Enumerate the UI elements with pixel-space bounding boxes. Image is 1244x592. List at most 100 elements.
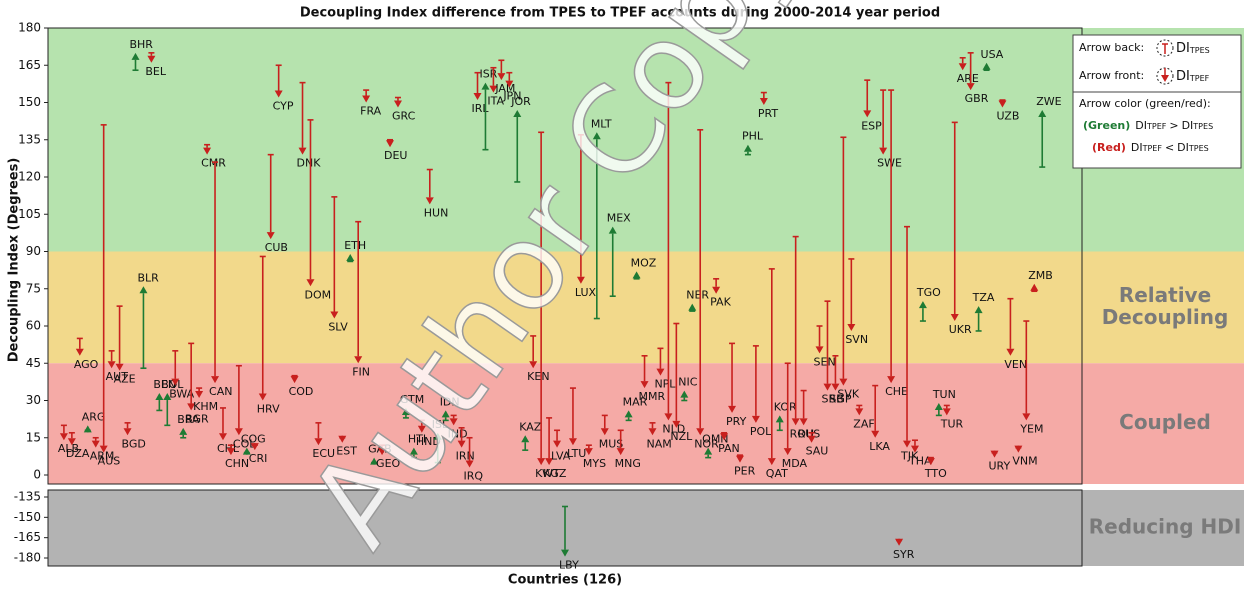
legend-text: DITPES <box>1176 41 1210 56</box>
country-label: MLT <box>591 117 612 130</box>
arrow-head <box>290 376 299 384</box>
country-label: IDN <box>440 395 460 408</box>
arrow-head <box>473 93 482 101</box>
arrow-head <box>918 301 927 309</box>
y-tick-label: 180 <box>18 21 41 35</box>
country-label: MOZ <box>631 256 657 269</box>
country-label: JOR <box>510 95 531 108</box>
arrow-head <box>378 448 387 456</box>
country-label: LVA <box>551 450 571 463</box>
arrow-head <box>346 253 355 261</box>
arrow-head <box>457 440 466 448</box>
arrow-head <box>553 440 562 448</box>
arrow-head <box>123 428 132 436</box>
country-label: KAZ <box>519 420 542 433</box>
country-label: SYR <box>893 548 915 561</box>
country-label: PAK <box>710 296 731 309</box>
arrow-head <box>91 440 100 448</box>
arrow-head <box>195 391 204 399</box>
arrow-head <box>187 403 196 411</box>
y-tick-label: 135 <box>18 132 41 146</box>
country-label: CUB <box>265 241 288 254</box>
country-label: ARG <box>82 410 106 423</box>
country-label: ARE <box>957 72 979 85</box>
arrow-head <box>823 383 832 391</box>
arrow-head <box>1030 283 1039 291</box>
arrow-head <box>147 55 156 63</box>
arrow-head <box>139 286 148 294</box>
country-label: SRB <box>821 393 843 406</box>
country-label: NPL <box>654 378 676 391</box>
legend-text: DITPEF <box>1176 69 1210 84</box>
arrow-head <box>537 458 546 466</box>
y-tick-label: 165 <box>18 58 41 72</box>
arrow-head <box>982 62 991 70</box>
arrow-head <box>942 408 951 416</box>
country-label: KEN <box>527 370 549 383</box>
country-label: BOL <box>161 378 184 391</box>
arrow-head <box>465 460 474 468</box>
arrow-head <box>887 376 896 384</box>
country-label: PRT <box>758 107 778 120</box>
band-label: Decoupling <box>1102 305 1229 329</box>
country-label: AUT <box>106 370 129 383</box>
arrow-head <box>1006 348 1015 356</box>
arrow-head <box>171 378 180 386</box>
country-label: ETH <box>344 239 366 252</box>
country-label: UKR <box>949 323 972 336</box>
country-label: VNM <box>1012 455 1037 468</box>
country-label: AUS <box>98 455 121 468</box>
arrow-head <box>759 97 768 105</box>
arrow-head <box>266 232 275 240</box>
country-label: TUR <box>940 417 964 430</box>
country-label: LBY <box>559 559 579 572</box>
country-label: KGZ <box>543 467 567 480</box>
country-label: MDA <box>782 457 808 470</box>
arrow-head <box>720 433 729 441</box>
arrow-head <box>584 448 593 456</box>
arrow-head <box>1014 445 1023 453</box>
y-axis-label: Decoupling Index (Degrees) <box>7 158 22 363</box>
y-tick-label: 60 <box>26 319 41 333</box>
country-label: LKA <box>869 440 890 453</box>
country-label: JPN <box>502 90 521 103</box>
country-label: CHE <box>885 385 908 398</box>
band-label: Relative <box>1119 283 1211 307</box>
arrow-head <box>656 368 665 376</box>
x-axis-label: Countries (126) <box>508 573 622 588</box>
legend-icon <box>1156 39 1174 57</box>
country-label: MMR <box>639 390 666 403</box>
arrow-head <box>704 447 713 455</box>
country-label: BEL <box>145 65 166 78</box>
arrow-head <box>362 95 371 103</box>
country-label: HND <box>416 435 441 448</box>
arrow-head <box>863 110 872 118</box>
arrow-head <box>179 427 188 435</box>
country-label: MYS <box>583 457 606 470</box>
arrow-head <box>735 455 744 463</box>
arrow-head <box>576 276 585 284</box>
country-label: GBR <box>965 92 989 105</box>
arrow-head <box>226 448 235 456</box>
country-label: PAN <box>718 442 740 455</box>
arrow-head <box>871 430 880 438</box>
country-label: AZE <box>114 373 136 386</box>
arrow-head <box>441 410 450 418</box>
country-label: GRC <box>392 109 416 122</box>
country-label: COL <box>233 437 256 450</box>
arrow-head <box>839 378 848 386</box>
country-label: TTO <box>924 467 947 480</box>
arrow-head <box>497 73 506 81</box>
country-label: ECU <box>312 447 335 460</box>
country-label: ARM <box>90 450 115 463</box>
country-label: FRA <box>360 105 382 118</box>
arrow-head <box>903 440 912 448</box>
country-label: BEN <box>153 378 176 391</box>
y-tick-label: -180 <box>14 551 41 565</box>
legend-box <box>1072 34 1242 169</box>
legend-text: Arrow front: <box>1079 69 1144 82</box>
band <box>48 28 1244 252</box>
upper-frame <box>47 27 1083 485</box>
country-label: ALB <box>58 442 79 455</box>
arrow-head <box>680 390 689 398</box>
